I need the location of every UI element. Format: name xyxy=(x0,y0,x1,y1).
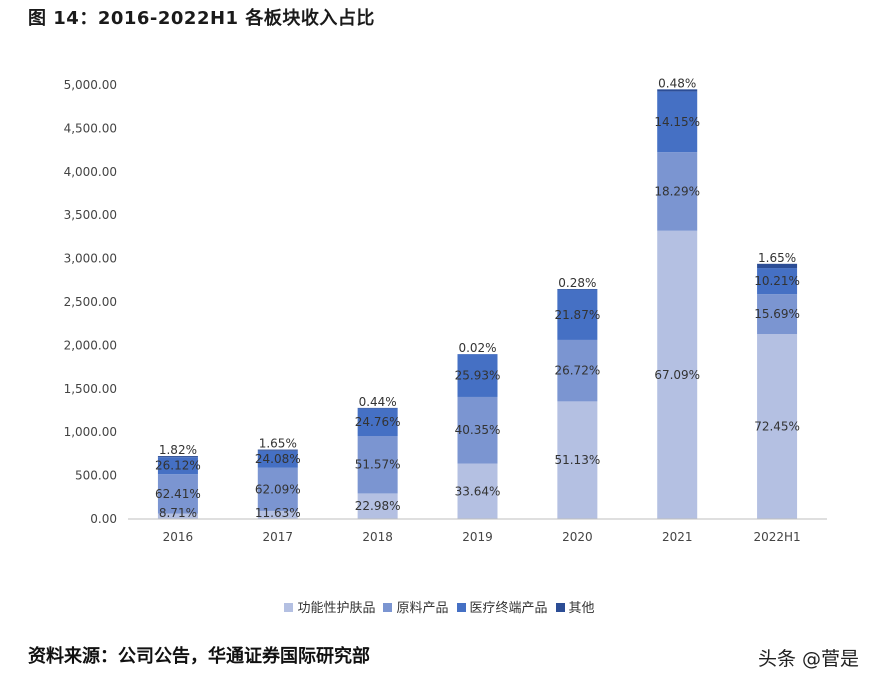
y-tick-label: 2,500.00 xyxy=(64,295,117,309)
bar-segment xyxy=(657,91,698,153)
x-tick-label: 2017 xyxy=(263,530,294,544)
data-label: 25.93% xyxy=(455,369,501,383)
legend-item: 原料产品 xyxy=(383,597,449,616)
bar-segment xyxy=(757,268,798,295)
data-label: 51.57% xyxy=(355,458,401,472)
bar-segment xyxy=(757,263,798,269)
bar-segment xyxy=(557,339,598,402)
x-axis: 2016 2017 2018 2019 2020 2021 2022H1 xyxy=(128,518,827,544)
x-tick-label: 2022H1 xyxy=(753,530,800,544)
y-tick-label: 3,500.00 xyxy=(64,208,117,222)
bar-segment xyxy=(257,450,298,468)
data-label: 0.02% xyxy=(458,341,496,355)
legend-swatch xyxy=(284,603,294,612)
data-label: 14.15% xyxy=(654,115,700,129)
data-label: 26.72% xyxy=(554,364,600,378)
legend-label: 其他 xyxy=(568,601,595,616)
legend-item: 医疗终端产品 xyxy=(456,597,548,616)
data-label: 51.13% xyxy=(554,453,600,467)
y-tick-label: 3,000.00 xyxy=(64,252,117,266)
bar-segment xyxy=(357,407,398,409)
data-label: 24.76% xyxy=(355,415,401,429)
x-tick-label: 2016 xyxy=(163,530,194,544)
x-tick-label: 2020 xyxy=(562,530,593,544)
bar-segment xyxy=(357,493,398,519)
data-label: 1.65% xyxy=(758,251,796,265)
data-label: 15.69% xyxy=(754,307,800,321)
legend-label: 原料产品 xyxy=(396,601,449,616)
bar-segment xyxy=(257,510,298,519)
figure-title: 图 14：2016-2022H1 各板块收入占比 xyxy=(28,8,375,29)
y-axis: 0.00 500.00 1,000.00 1,500.00 2,000.00 2,500.… xyxy=(64,78,117,526)
y-tick-label: 500.00 xyxy=(75,469,117,483)
bar-segment xyxy=(157,474,198,514)
bar-segment xyxy=(757,294,798,335)
legend-label: 功能性护肤品 xyxy=(297,601,376,616)
data-label: 10.21% xyxy=(754,274,800,288)
bar-segment xyxy=(157,513,198,519)
y-tick-label: 5,000.00 xyxy=(64,78,117,92)
data-label: 72.45% xyxy=(754,420,800,434)
bar-segment xyxy=(557,401,598,519)
data-label: 1.82% xyxy=(159,443,197,457)
y-tick-label: 0.00 xyxy=(90,512,117,526)
data-label: 0.28% xyxy=(558,276,596,290)
data-label: 62.09% xyxy=(255,482,301,496)
bar-segment xyxy=(257,449,298,451)
legend-swatch xyxy=(555,603,565,612)
stacked-bar-chart: 0.00 500.00 1,000.00 1,500.00 2,000.00 2,500.… xyxy=(64,76,827,544)
legend-item: 功能性护肤品 xyxy=(284,597,375,616)
chart-area: 0.00 500.00 1,000.00 1,500.00 2,000.00 2,500.… xyxy=(0,40,879,640)
data-label: 26.12% xyxy=(155,459,201,473)
bar-segment xyxy=(457,463,498,519)
bars-group: 8.71% 62.41% 26.12% 1.82% 11.63% 62.09% 24.08%… xyxy=(155,76,800,520)
data-label: 24.08% xyxy=(255,452,301,466)
chart-legend: 功能性护肤品 原料产品 医疗终端产品 其他 xyxy=(0,597,879,616)
y-tick-label: 2,000.00 xyxy=(64,338,117,352)
bar-segment xyxy=(357,408,398,436)
bar-segment xyxy=(557,289,598,340)
data-label: 22.98% xyxy=(355,499,401,513)
bar-segment xyxy=(257,467,298,511)
data-label: 11.63% xyxy=(255,506,301,520)
bar-segment xyxy=(557,288,598,290)
bar-segment xyxy=(657,230,698,520)
y-tick-label: 1,500.00 xyxy=(64,382,117,396)
data-label: 21.87% xyxy=(554,308,600,322)
bar-segment xyxy=(157,456,198,458)
bar-segment xyxy=(157,457,198,475)
x-tick-label: 2019 xyxy=(462,530,493,544)
data-label: 1.65% xyxy=(259,437,297,451)
source-note: 资料来源：公司公告，华通证券国际研究部 xyxy=(28,646,370,667)
data-label: 0.44% xyxy=(359,395,397,409)
bar-segment xyxy=(657,152,698,231)
legend-label: 医疗终端产品 xyxy=(469,601,548,616)
data-label: 18.29% xyxy=(654,184,700,198)
data-label: 62.41% xyxy=(155,487,201,501)
bar-segment xyxy=(457,354,498,397)
data-label: 0.48% xyxy=(658,76,696,90)
bar-segment xyxy=(457,396,498,464)
y-tick-label: 4,500.00 xyxy=(64,121,117,135)
watermark: 头条 @菅是 xyxy=(757,648,859,670)
data-label: 67.09% xyxy=(654,368,700,382)
data-label: 33.64% xyxy=(455,484,501,498)
legend-swatch xyxy=(456,603,466,612)
data-label: 40.35% xyxy=(455,423,501,437)
legend-item: 其他 xyxy=(555,597,595,616)
legend-swatch xyxy=(383,603,393,612)
data-label: 8.71% xyxy=(159,506,197,520)
y-tick-label: 4,000.00 xyxy=(64,165,117,179)
bar-segment xyxy=(657,89,698,92)
x-tick-label: 2021 xyxy=(662,530,693,544)
y-tick-label: 1,000.00 xyxy=(64,425,117,439)
bar-segment xyxy=(357,435,398,494)
x-tick-label: 2018 xyxy=(362,530,393,544)
bar-segment xyxy=(757,334,798,519)
